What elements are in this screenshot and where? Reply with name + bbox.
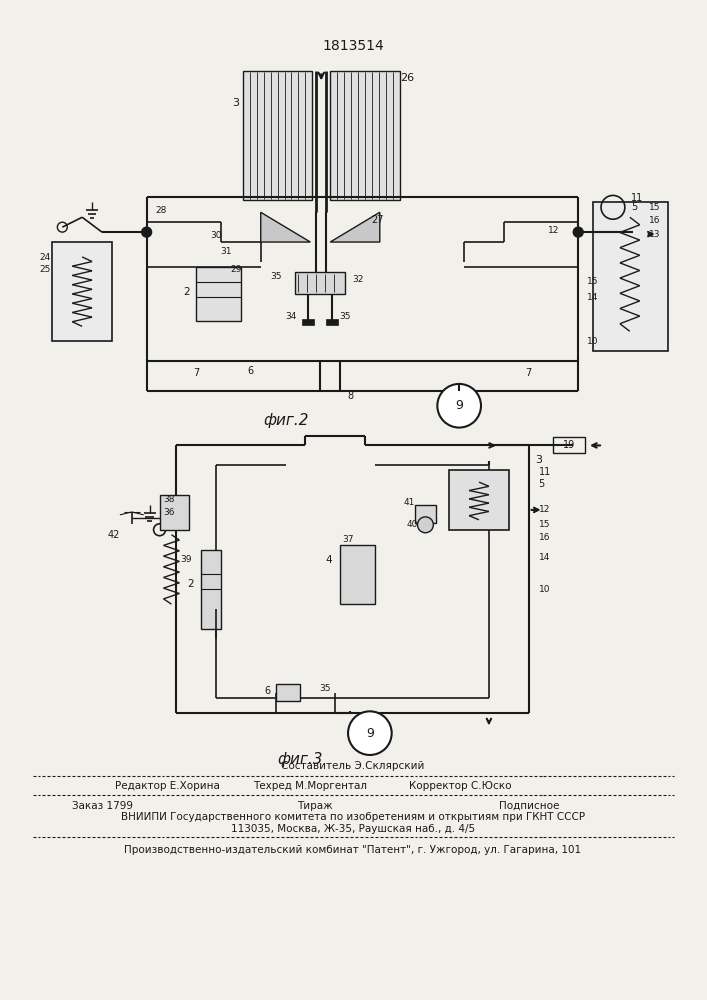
Bar	[160, 495, 189, 530]
Text: 14: 14	[588, 293, 599, 302]
Text: 9: 9	[366, 727, 374, 740]
Text: 10: 10	[539, 585, 550, 594]
Text: 1813514: 1813514	[322, 39, 384, 53]
Text: фиг.3: фиг.3	[278, 752, 323, 767]
Bar	[276, 684, 300, 701]
Bar	[52, 242, 112, 341]
Text: 7: 7	[193, 368, 199, 378]
Text: Составитель Э.Склярский: Составитель Э.Склярский	[281, 761, 425, 771]
Text: 42: 42	[107, 530, 120, 540]
Text: 38: 38	[164, 495, 175, 504]
Text: 16: 16	[649, 216, 660, 225]
Text: 2: 2	[187, 579, 194, 589]
Text: 5: 5	[631, 202, 637, 212]
Text: 36: 36	[164, 508, 175, 517]
Text: 31: 31	[221, 247, 232, 256]
Text: 26: 26	[400, 73, 414, 83]
Text: 41: 41	[404, 498, 415, 507]
Text: 35: 35	[339, 312, 351, 321]
Text: Тираж: Тираж	[298, 801, 333, 811]
Bar	[303, 319, 315, 325]
Bar	[243, 71, 312, 200]
Text: 29: 29	[230, 265, 242, 274]
Bar	[554, 437, 585, 453]
Text: 34: 34	[285, 312, 296, 321]
Text: ВНИИПИ Государственного комитета по изобретениям и открытиям при ГКНТ СССР: ВНИИПИ Государственного комитета по изоб…	[121, 812, 585, 822]
Text: Техред М.Моргентал: Техред М.Моргентал	[253, 781, 368, 791]
Text: 2: 2	[183, 287, 189, 297]
Text: 15: 15	[539, 520, 550, 529]
Text: 5: 5	[539, 479, 545, 489]
Text: 35: 35	[320, 684, 331, 693]
Text: 35: 35	[270, 272, 281, 281]
Text: 3: 3	[535, 455, 542, 465]
Text: 25: 25	[39, 265, 50, 274]
Text: 10: 10	[588, 337, 599, 346]
Text: 28: 28	[156, 206, 168, 215]
Text: Заказ 1799: Заказ 1799	[72, 801, 133, 811]
Text: Редактор Е.Хорина: Редактор Е.Хорина	[115, 781, 220, 791]
Bar	[197, 267, 241, 321]
Text: 39: 39	[180, 555, 192, 564]
Text: 12: 12	[548, 226, 559, 235]
Text: 9: 9	[455, 399, 463, 412]
Text: 13: 13	[649, 230, 660, 239]
Text: 11: 11	[631, 193, 643, 203]
Text: 15: 15	[649, 203, 660, 212]
Text: 14: 14	[539, 553, 550, 562]
Text: фиг.2: фиг.2	[263, 413, 308, 428]
Text: 6: 6	[264, 686, 271, 696]
Bar	[414, 505, 436, 523]
Bar	[201, 550, 221, 629]
Text: 6: 6	[247, 366, 254, 376]
Text: Производственно-издательский комбинат "Патент", г. Ужгород, ул. Гагарина, 101: Производственно-издательский комбинат "П…	[124, 845, 582, 855]
Text: Корректор С.Юско: Корректор С.Юско	[409, 781, 512, 791]
Text: 30: 30	[211, 231, 222, 240]
Text: 11: 11	[539, 467, 551, 477]
Text: 40: 40	[407, 520, 419, 529]
Bar	[296, 272, 345, 294]
Bar	[340, 545, 375, 604]
Circle shape	[573, 227, 583, 237]
Text: 113035, Москва, Ж-35, Раушская наб., д. 4/5: 113035, Москва, Ж-35, Раушская наб., д. …	[231, 824, 475, 834]
Text: 12: 12	[539, 505, 550, 514]
Circle shape	[418, 517, 433, 533]
Polygon shape	[261, 212, 310, 242]
Text: 27: 27	[372, 215, 384, 225]
Text: Подписное: Подписное	[499, 801, 559, 811]
Text: 3: 3	[233, 98, 240, 108]
Bar	[330, 71, 399, 200]
Circle shape	[141, 227, 151, 237]
Circle shape	[438, 384, 481, 428]
Polygon shape	[330, 212, 380, 242]
Text: 8: 8	[347, 391, 353, 401]
Text: 15: 15	[588, 277, 599, 286]
Text: 32: 32	[352, 275, 363, 284]
Bar	[593, 202, 667, 351]
Text: 16: 16	[539, 533, 550, 542]
Text: 24: 24	[39, 253, 50, 262]
Circle shape	[348, 711, 392, 755]
Text: 7: 7	[525, 368, 532, 378]
Bar	[326, 319, 338, 325]
Text: 37: 37	[342, 535, 354, 544]
Bar	[449, 470, 509, 530]
Text: 4: 4	[325, 555, 332, 565]
Text: 19: 19	[563, 440, 575, 450]
